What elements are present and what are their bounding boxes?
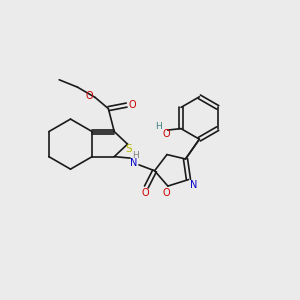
Text: H: H [155,122,162,131]
Text: O: O [129,100,136,110]
Text: S: S [125,144,132,154]
Text: O: O [141,188,149,198]
Text: N: N [130,158,138,168]
Text: O: O [163,188,170,197]
Text: H: H [132,151,139,160]
Text: N: N [190,180,197,190]
Text: O: O [163,129,170,139]
Text: O: O [85,91,93,101]
